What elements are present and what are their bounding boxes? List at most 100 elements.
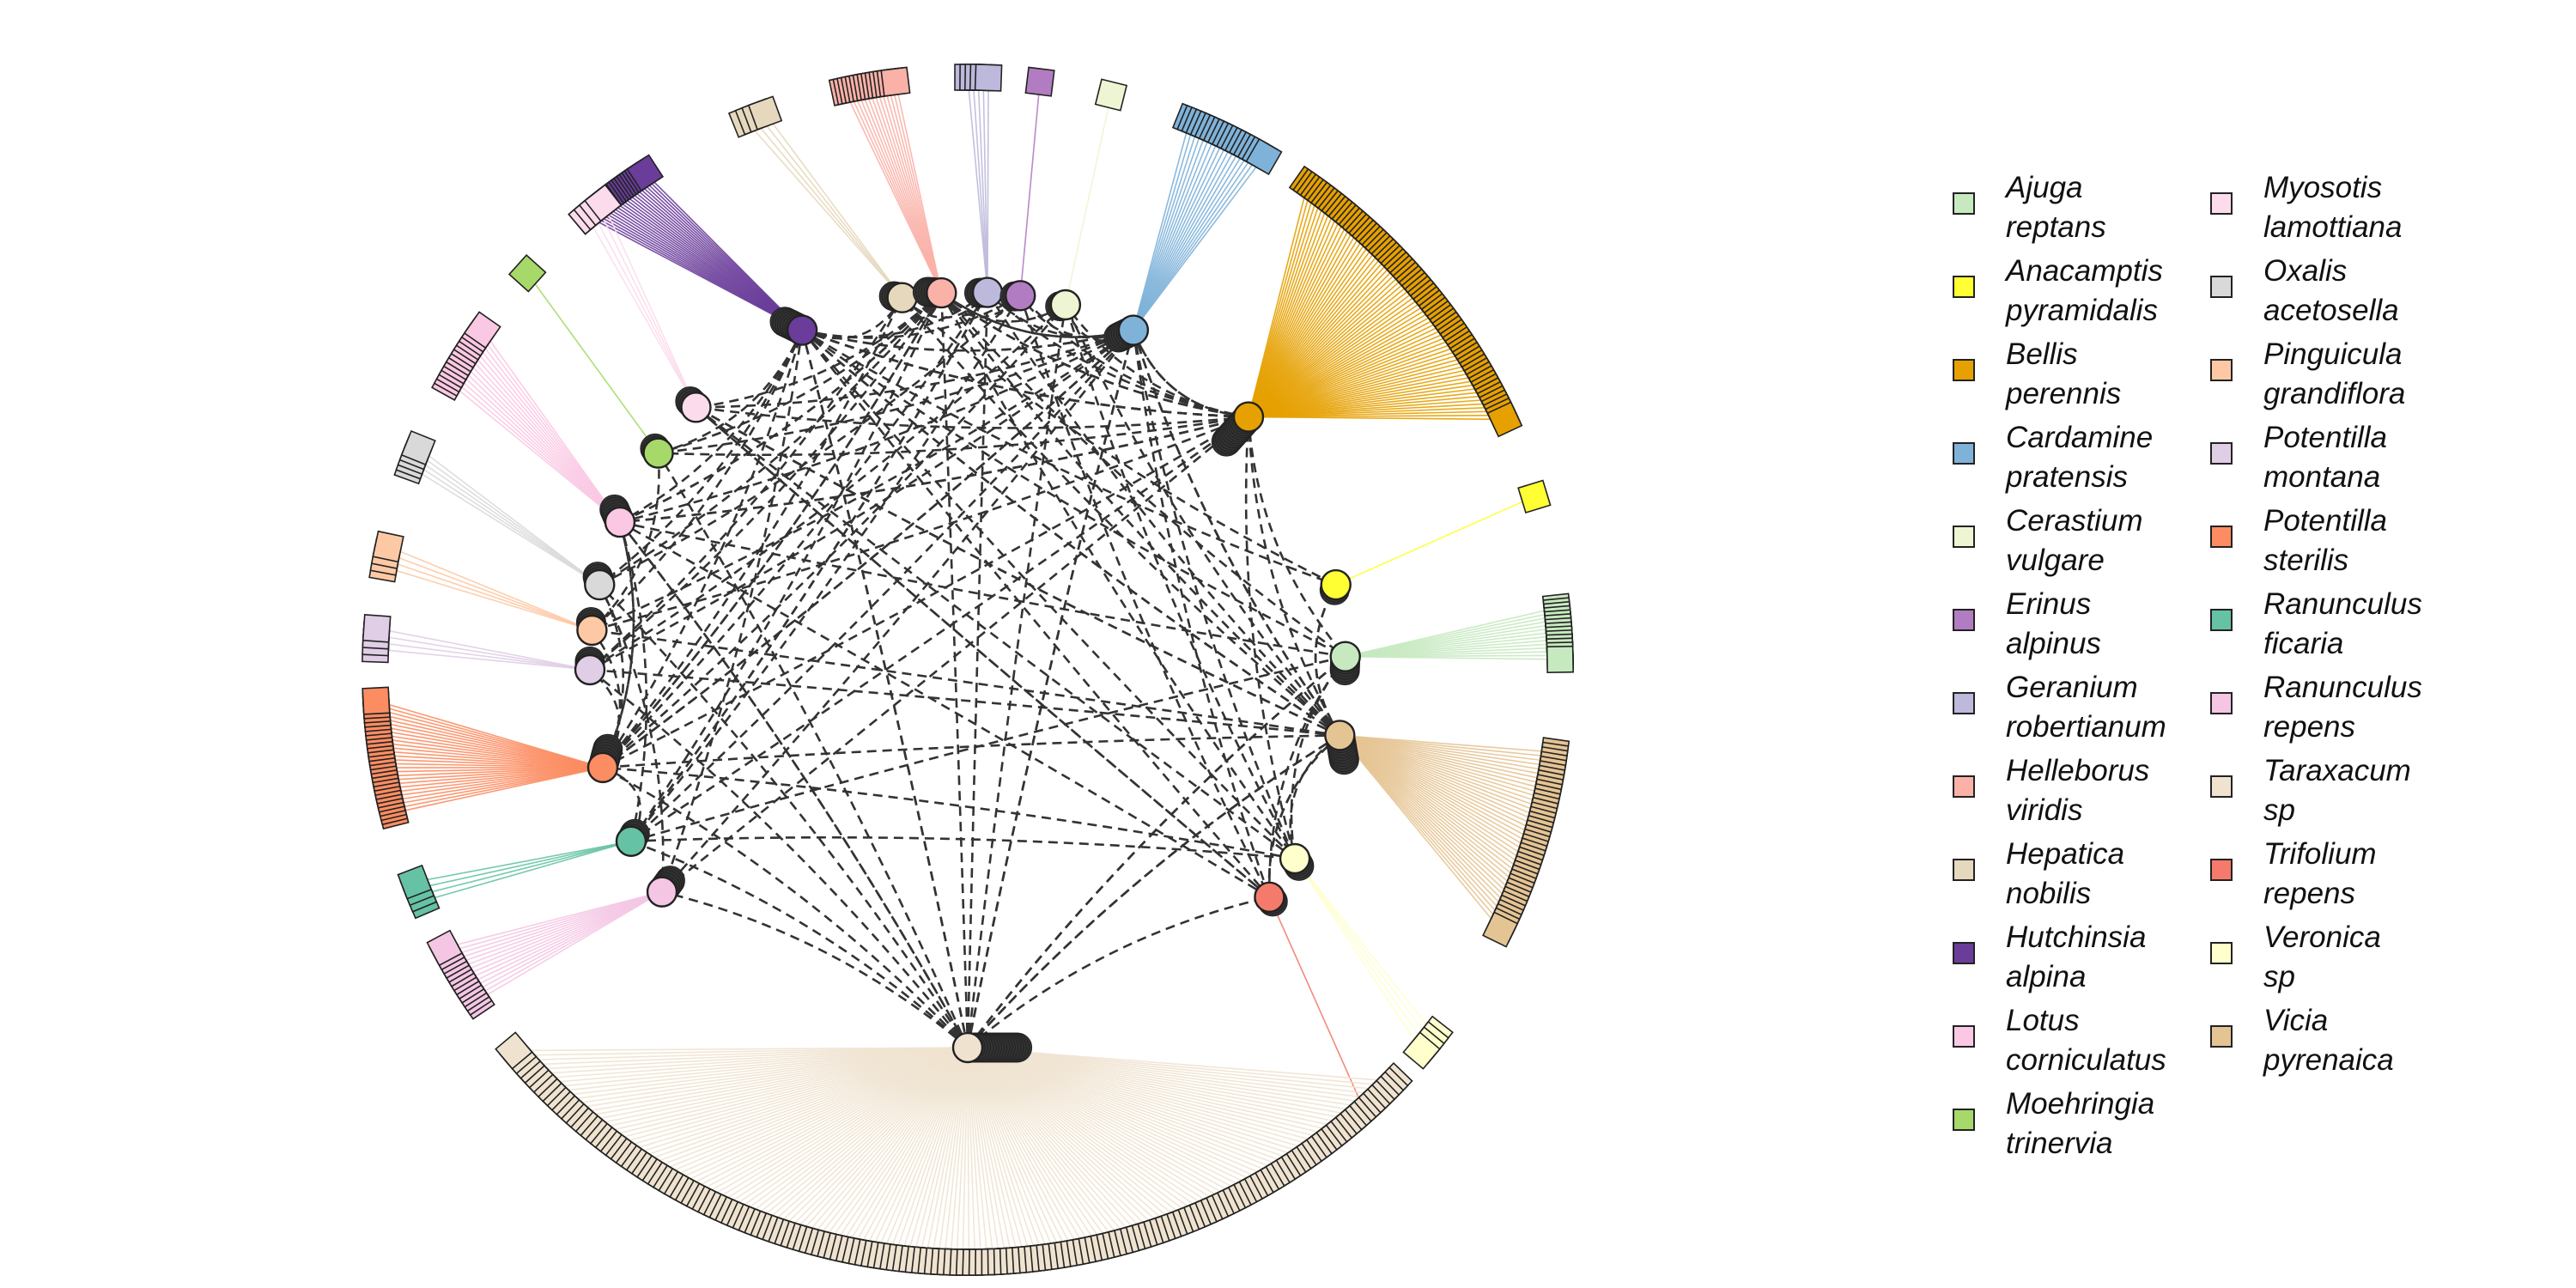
pollinator-link — [422, 840, 632, 902]
shared-pollinator-link — [619, 292, 943, 524]
pollinator-link — [790, 1047, 969, 1236]
shared-pollinator-link — [589, 668, 1340, 737]
pollinator-nodes — [361, 64, 1574, 1276]
pollinator-link — [967, 1047, 1007, 1261]
pollinator-link — [772, 1047, 969, 1230]
pollinator-link — [967, 1047, 982, 1262]
shared-pollinator-link — [1314, 584, 1341, 737]
pollinator-link — [1340, 734, 1546, 805]
pollinator-link — [1248, 329, 1454, 418]
shared-pollinator-link — [966, 292, 989, 1048]
pollinator-link — [1133, 120, 1191, 331]
pollinator-link — [967, 1047, 1358, 1117]
pollinator-link — [1339, 734, 1513, 904]
pollinator-link — [453, 374, 621, 523]
legend-item: Lotus corniculatus — [1949, 1001, 2207, 1084]
pollinator-link — [456, 890, 663, 969]
pollinator-link — [385, 767, 604, 777]
plant-nodes — [574, 276, 1361, 1064]
legend-swatch — [1953, 942, 1975, 964]
pollinator-link — [838, 1047, 969, 1249]
plant-node — [1117, 314, 1150, 346]
legend-item: Helleborus viridis — [1949, 751, 2207, 834]
pollinator-link — [392, 767, 604, 814]
shared-pollinator-link — [1132, 330, 1249, 418]
legend-swatch — [2210, 609, 2233, 631]
pollinator-link — [530, 1047, 969, 1071]
pollinator-link — [591, 210, 697, 408]
pollinator-link — [463, 357, 621, 523]
pollinator-link — [814, 1047, 969, 1243]
pollinator-link — [444, 890, 663, 949]
plant-node — [584, 568, 616, 601]
pollinator-link — [749, 1047, 969, 1222]
shared-pollinator-link — [598, 292, 943, 586]
pollinator-link — [1340, 734, 1553, 762]
pollinator-link — [778, 1047, 969, 1232]
pollinator-link — [967, 1047, 1224, 1206]
pollinator-node — [1482, 911, 1519, 948]
pollinator-link — [1248, 318, 1446, 418]
pollinator-link — [967, 1047, 1218, 1208]
pollinator-link — [732, 1047, 969, 1214]
pollinator-link — [1133, 142, 1239, 331]
plant-node — [886, 282, 918, 313]
pollinator-link — [459, 365, 621, 523]
shared-pollinator-link — [940, 292, 1297, 860]
pollinator-link — [1294, 858, 1423, 1051]
pollinator-link — [414, 457, 600, 586]
pollinator-link — [1339, 734, 1507, 917]
legend-genus: Cardamine — [2006, 421, 2154, 454]
shared-pollinator-link — [966, 330, 1135, 1048]
pollinator-node — [747, 95, 783, 131]
pollinator-link — [449, 381, 621, 523]
legend-label: Bellis perennis — [2006, 335, 2212, 414]
pollinator-link — [1248, 184, 1309, 417]
pollinator-link — [1345, 655, 1560, 660]
legend-item: Cardamine pratensis — [1949, 418, 2207, 501]
pollinator-link — [1248, 276, 1413, 418]
legend-item: Ranunculus repens — [2207, 668, 2464, 750]
shared-pollinator-link — [658, 292, 943, 454]
legend-species: perennis — [2006, 377, 2122, 410]
legend-swatch — [2210, 1025, 2233, 1048]
legend-label: Trifolium repens — [2263, 835, 2470, 914]
pollinator-link — [392, 767, 604, 810]
pollinator-link — [1248, 390, 1492, 418]
plant-node — [1324, 720, 1356, 751]
pollinator-link — [720, 1047, 969, 1209]
pollinator-link — [565, 1047, 969, 1106]
pollinator-link — [967, 1047, 1334, 1137]
pollinator-link — [967, 1047, 1038, 1259]
pollinator-link — [1340, 734, 1543, 814]
legend-genus: Ajuga — [2006, 171, 2083, 204]
pollinator-link — [1248, 214, 1348, 417]
pollinator-link — [1248, 307, 1438, 418]
pollinator-link — [930, 1047, 969, 1261]
pollinator-link — [465, 353, 621, 523]
pollinator-link — [1335, 495, 1535, 586]
pollinator-link — [967, 1047, 1262, 1186]
shared-pollinator-link — [591, 330, 804, 631]
pollinator-link — [967, 1047, 1082, 1252]
legend-genus: Helleborus — [2006, 754, 2150, 787]
pollinator-link — [1339, 734, 1527, 869]
pollinator-link — [949, 1047, 969, 1262]
shared-pollinator-link — [901, 296, 1341, 737]
legend-genus: Oxalis — [2263, 254, 2348, 288]
pollinator-node — [507, 253, 547, 293]
legend-genus: Moehringia — [2006, 1087, 2155, 1121]
legend-swatch — [2210, 276, 2233, 298]
legend-item: Geranium robertianum — [1949, 668, 2207, 750]
pollinator-link — [644, 172, 803, 331]
pollinator-link — [381, 758, 604, 769]
legend-species: sp — [2263, 793, 2295, 827]
pollinator-link — [412, 461, 600, 586]
pollinator-link — [375, 641, 591, 671]
pollinator-node — [400, 429, 436, 466]
pollinator-link — [924, 1047, 969, 1261]
pollinator-link — [1248, 337, 1459, 418]
pollinator-link — [1248, 253, 1391, 418]
pollinator-link — [1133, 140, 1235, 331]
pollinator-link — [1248, 238, 1375, 418]
